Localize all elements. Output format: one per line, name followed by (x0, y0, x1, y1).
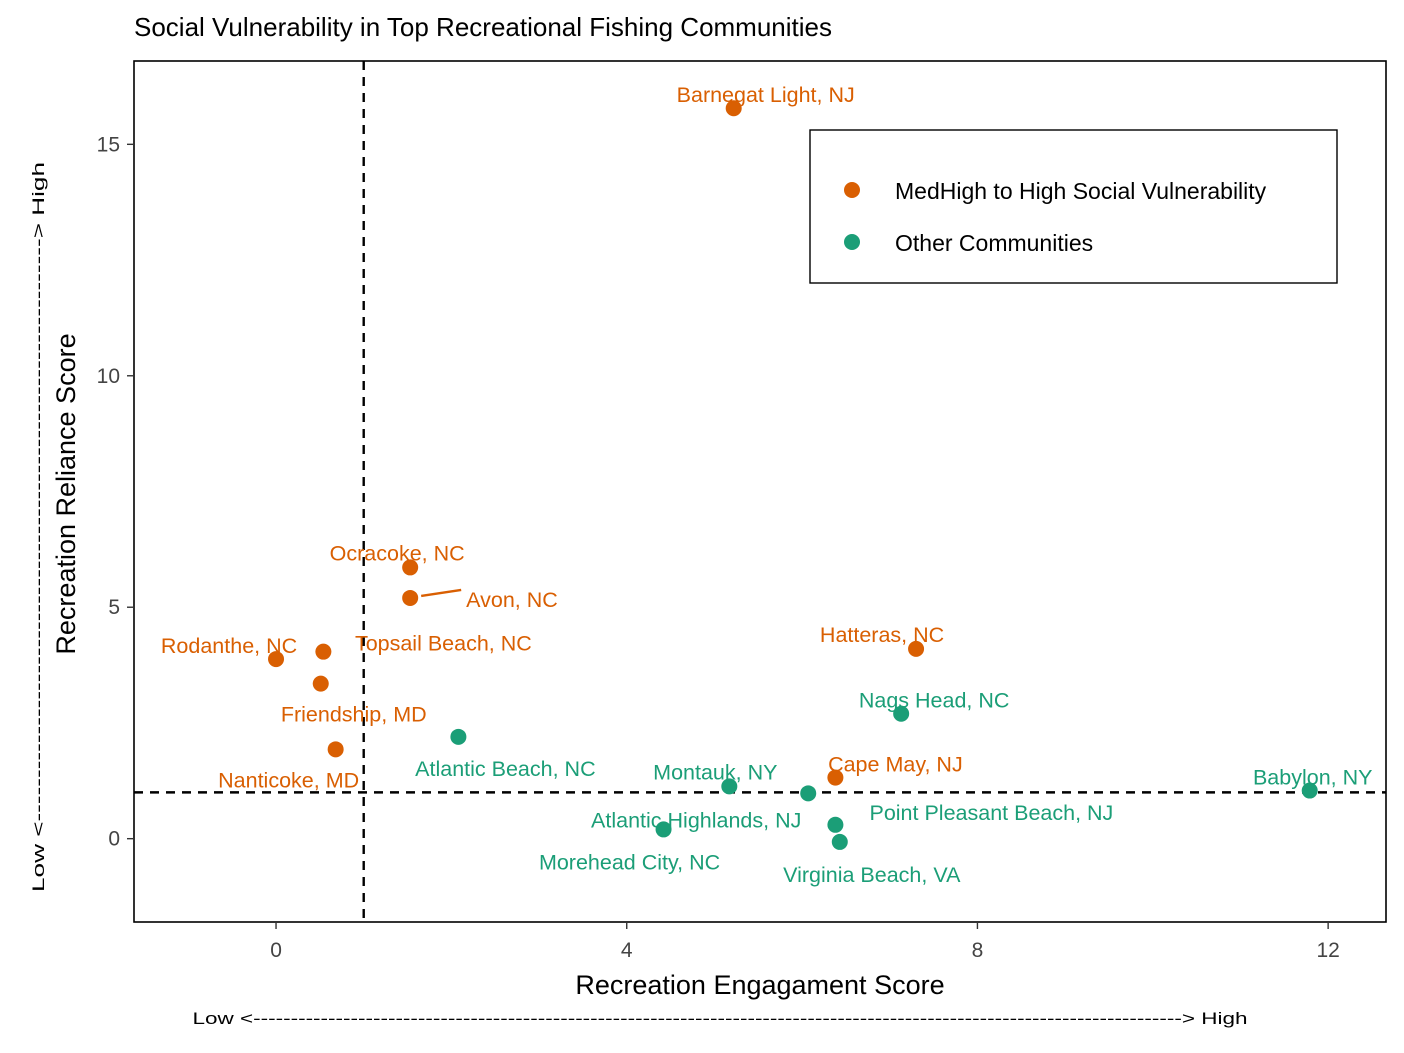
label-atlantic-highlands-nj: Atlantic Highlands, NJ (591, 808, 801, 832)
label-hatteras-nc: Hatteras, NC (820, 623, 944, 647)
label-leader-line (420, 588, 462, 598)
label-barnegat-light-nj: Barnegat Light, NJ (677, 83, 855, 107)
point-topsail-beach-nc (315, 643, 332, 660)
point-morehead-city-nc (655, 821, 672, 838)
label-atlantic-beach-nc: Atlantic Beach, NC (415, 757, 595, 781)
label-rodanthe-nc: Rodanthe, NC (161, 634, 297, 658)
point-ocracoke-nc (402, 559, 419, 576)
point-atlantic-highlands-nj (800, 785, 817, 802)
label-topsail-beach-nc: Topsail Beach, NC (355, 632, 532, 656)
point-montauk-ny (721, 778, 738, 795)
x-tick-label: 4 (621, 939, 633, 962)
x-tick-label: 12 (1316, 939, 1339, 962)
point-nanticoke-md (327, 741, 344, 758)
plot-panel-border (133, 60, 1387, 923)
label-virginia-beach-va: Virginia Beach, VA (783, 863, 961, 887)
point-hatteras-nc (908, 640, 925, 657)
y-axis-title: Recreation Reliance Score (51, 333, 81, 654)
y-tick-label: 10 (97, 365, 120, 388)
label-point-pleasant-beach-nj: Point Pleasant Beach, NJ (869, 801, 1113, 825)
label-friendship-md: Friendship, MD (281, 703, 427, 727)
point-atlantic-beach-nc (450, 728, 467, 745)
point-barnegat-light-nj (725, 100, 742, 117)
y-tick-label: 15 (97, 133, 120, 156)
label-ocracoke-nc: Ocracoke, NC (330, 541, 465, 565)
legend-box (809, 129, 1338, 284)
legend-label-medhigh: MedHigh to High Social Vulnerability (895, 178, 1267, 204)
label-morehead-city-nc: Morehead City, NC (539, 850, 720, 874)
point-friendship-md (312, 675, 329, 692)
reference-lines (134, 61, 1386, 922)
data-points (268, 100, 1318, 850)
x-axis-scale-note: Low <-----------------------------------… (193, 1009, 1248, 1028)
y-tick-label: 0 (108, 828, 120, 851)
point-rodanthe-nc (268, 651, 285, 668)
point-point-pleasant-beach-nj (827, 816, 844, 833)
y-axis-scale-note: Low <-----------------------------------… (29, 162, 48, 892)
label-montauk-ny: Montauk, NY (653, 760, 777, 784)
label-nanticoke-md: Nanticoke, MD (218, 768, 359, 792)
label-avon-nc: Avon, NC (466, 588, 558, 612)
label-nags-head-nc: Nags Head, NC (859, 689, 1010, 713)
legend-marker-medhigh (844, 182, 860, 198)
point-avon-nc (402, 589, 419, 606)
legend: MedHigh to High Social Vulnerability Oth… (809, 129, 1338, 284)
x-tick-label: 8 (972, 939, 984, 962)
x-axis-title: Recreation Engagament Score (575, 970, 944, 1000)
point-babylon-ny (1301, 782, 1318, 799)
point-virginia-beach-va (831, 833, 848, 850)
legend-marker-other (844, 234, 860, 250)
point-nags-head-nc (893, 705, 910, 722)
legend-label-other: Other Communities (895, 230, 1093, 256)
axis-ticks: 0 4 8 12 0 5 10 15 (97, 133, 1340, 962)
y-tick-label: 5 (108, 596, 120, 619)
point-cape-may-nj (827, 769, 844, 786)
label-cape-may-nj: Cape May, NJ (828, 753, 963, 777)
chart-title: Social Vulnerability in Top Recreational… (134, 12, 832, 42)
label-babylon-ny: Babylon, NY (1253, 766, 1373, 790)
x-tick-label: 0 (270, 939, 282, 962)
